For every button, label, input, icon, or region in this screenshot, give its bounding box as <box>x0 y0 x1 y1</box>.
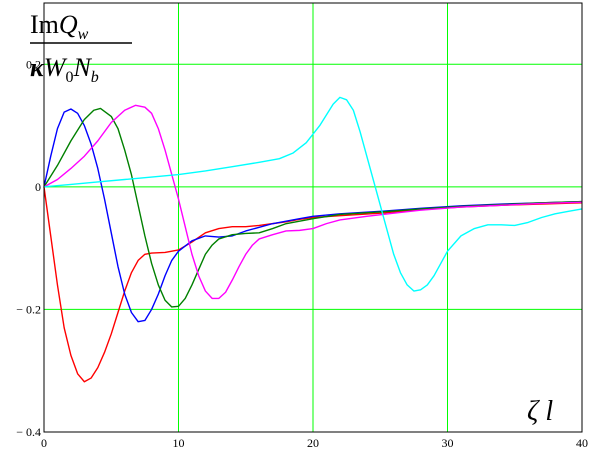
x-tick-label-0: 0 <box>41 436 47 450</box>
series-line-3 <box>43 107 583 308</box>
plot-frame <box>43 2 583 433</box>
series-lines <box>43 96 583 383</box>
series-line-5 <box>43 96 583 292</box>
ylabel-q: Q <box>59 10 78 39</box>
x-tick-label-4: 40 <box>576 436 588 450</box>
svg-text:ImQw: ImQw <box>30 10 89 43</box>
ylabel-n-sub: b <box>91 69 99 86</box>
series-line-4 <box>43 104 583 300</box>
x-tick-label-2: 20 <box>307 436 319 450</box>
ylabel-kappa: κ <box>30 53 45 82</box>
plot-border <box>43 2 583 433</box>
x-axis-label: ζ l <box>527 396 553 427</box>
y-axis-label: ImQw κW0Nb <box>30 10 132 86</box>
svg-text:κW0Nb: κW0Nb <box>30 53 99 86</box>
ylabel-w-sub: 0 <box>65 69 73 86</box>
ylabel-im: Im <box>30 10 59 39</box>
x-tick-label-3: 30 <box>442 436 454 450</box>
x-tick-label-1: 10 <box>173 436 185 450</box>
ylabel-q-sub: w <box>78 26 89 43</box>
y-tick-label-1: 0 <box>35 180 41 194</box>
y-tick-label-3: − 0.4 <box>16 425 41 439</box>
y-tick-label-2: − 0.2 <box>16 302 41 316</box>
ylabel-n: N <box>72 53 92 82</box>
y-tick-label-0: 0.2 <box>26 57 41 71</box>
tick-labels: 0 10 20 30 40 0.2 0 − 0.2 − 0.4 <box>16 57 588 450</box>
series-line-1 <box>43 186 583 383</box>
series-line-2 <box>43 108 583 323</box>
ylabel-w: W <box>44 53 68 82</box>
